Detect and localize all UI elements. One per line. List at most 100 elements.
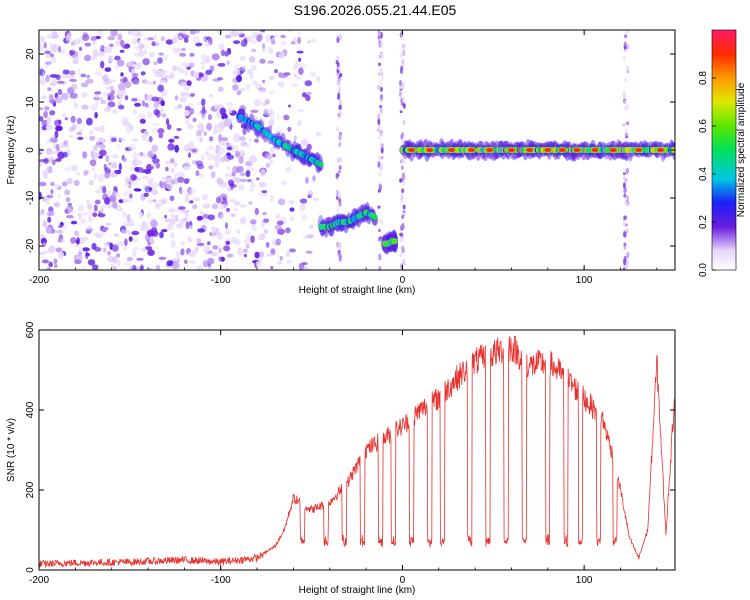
- noise-point: [199, 211, 205, 215]
- noise-point: [102, 185, 107, 194]
- noise-point: [181, 34, 190, 40]
- noise-point: [114, 55, 121, 61]
- noise-point: [92, 49, 98, 56]
- track-point: [392, 238, 398, 245]
- noise-point: [50, 57, 57, 63]
- noise-point: [226, 147, 233, 151]
- noise-point: [143, 48, 148, 56]
- noise-point: [226, 253, 234, 258]
- noise-point: [54, 130, 59, 139]
- noise-point: [55, 125, 63, 132]
- noise-point: [265, 162, 271, 169]
- noise-point: [239, 88, 246, 92]
- colorbar: 0.0 0.2 0.4 0.6 0.8 Normalized spectral ampl…: [698, 29, 747, 277]
- noise-point: [77, 212, 83, 220]
- noise-point: [283, 114, 290, 121]
- colorbar-gradient: [711, 29, 737, 271]
- noise-point: [312, 197, 319, 201]
- noise-point: [138, 39, 142, 48]
- noise-point: [192, 117, 197, 123]
- streak-point: [377, 161, 381, 168]
- noise-point: [139, 118, 146, 124]
- streak-point: [380, 163, 384, 170]
- streak-point: [402, 81, 405, 88]
- noise-point: [45, 196, 50, 205]
- streak-point: [402, 212, 406, 216]
- spectrogram-y-ticks: -20 -10 0 10 20: [25, 48, 675, 253]
- streak-point: [399, 178, 403, 183]
- noise-point: [103, 242, 109, 249]
- noise-point: [91, 152, 99, 160]
- noise-point: [85, 228, 94, 232]
- noise-point: [161, 54, 169, 61]
- noise-point: [139, 265, 144, 270]
- noise-point: [290, 41, 296, 45]
- noise-point: [86, 117, 93, 126]
- streak-point: [380, 132, 384, 137]
- noise-point: [132, 79, 140, 85]
- streak-point: [378, 265, 382, 270]
- noise-point: [128, 197, 133, 202]
- streak-point: [378, 171, 382, 177]
- noise-point: [45, 124, 54, 131]
- noise-point: [183, 209, 187, 216]
- snr-series-line: [39, 335, 675, 569]
- noise-point: [39, 210, 45, 216]
- noise-point: [122, 119, 126, 126]
- streak-point: [379, 184, 383, 191]
- noise-point: [298, 63, 306, 69]
- noise-point: [64, 117, 68, 121]
- noise-point: [89, 159, 97, 167]
- snr-y-tick-label: 200: [25, 481, 36, 498]
- bright-spot: [486, 148, 494, 152]
- noise-point: [183, 217, 188, 222]
- noise-point: [124, 95, 129, 101]
- noise-point: [238, 150, 246, 159]
- noise-point: [251, 181, 255, 188]
- noise-point: [184, 118, 190, 126]
- noise-point: [298, 57, 302, 62]
- noise-point: [262, 79, 266, 84]
- noise-point: [236, 74, 242, 83]
- noise-point: [265, 34, 271, 43]
- noise-point: [196, 237, 202, 244]
- streak-point: [622, 182, 626, 189]
- streak-point: [402, 96, 406, 104]
- noise-point: [138, 50, 145, 57]
- streak-point: [337, 170, 341, 174]
- noise-point: [186, 102, 194, 107]
- noise-point: [231, 236, 237, 244]
- noise-point: [160, 77, 165, 81]
- noise-point: [224, 222, 229, 229]
- noise-point: [97, 50, 105, 57]
- noise-point: [190, 191, 194, 196]
- noise-point: [285, 167, 292, 173]
- noise-point: [175, 223, 183, 229]
- streak-point: [400, 245, 404, 251]
- streak-point: [377, 228, 381, 232]
- noise-point: [170, 240, 177, 249]
- noise-point: [70, 237, 77, 244]
- noise-point: [58, 46, 62, 53]
- noise-point: [69, 211, 76, 214]
- noise-point: [217, 115, 222, 120]
- snr-y-tick-label: 0: [25, 567, 36, 573]
- noise-point: [233, 201, 241, 206]
- noise-point: [289, 248, 296, 253]
- noise-point: [67, 203, 73, 206]
- snr-x-tick-label: 0: [400, 575, 406, 586]
- noise-point: [193, 35, 200, 44]
- streak-point: [624, 132, 628, 137]
- noise-point: [89, 135, 96, 141]
- noise-point: [175, 47, 182, 53]
- noise-point: [66, 177, 73, 185]
- streak-point: [336, 173, 340, 177]
- noise-point: [155, 202, 161, 207]
- noise-point: [155, 162, 161, 169]
- noise-point: [86, 74, 90, 79]
- streak-point: [380, 40, 383, 47]
- noise-point: [226, 60, 230, 65]
- noise-point: [57, 119, 62, 124]
- noise-point: [147, 111, 153, 119]
- noise-point: [136, 177, 142, 182]
